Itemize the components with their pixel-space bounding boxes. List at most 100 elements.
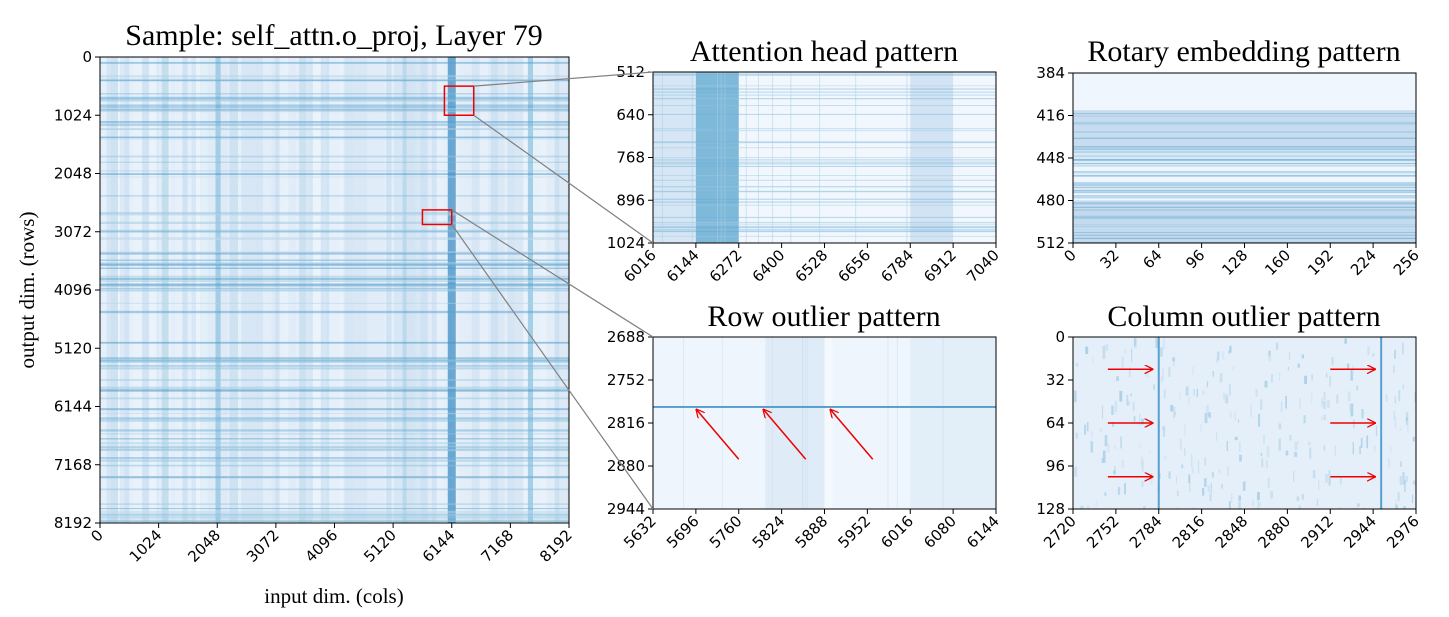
panel-rotary: Rotary embedding pattern 0 32 64 96 128 160 19…	[1036, 35, 1422, 279]
attention-row-line	[653, 224, 996, 226]
column-outlier-speckle	[1185, 386, 1189, 396]
column-outlier-speckle	[1176, 507, 1179, 509]
column-outlier-speckle	[1293, 471, 1295, 482]
rotary-row-line	[1073, 131, 1416, 133]
column-outlier-yticks: 0 32 64 96 128	[1036, 328, 1073, 518]
column-outlier-speckle	[1399, 475, 1402, 485]
column-outlier-speckle	[1150, 473, 1153, 485]
column-outlier-speckle	[1278, 438, 1281, 451]
column-outlier-speckle	[1321, 416, 1323, 421]
column-outlier-speckle	[1160, 347, 1163, 357]
rotary-row-line	[1073, 138, 1416, 140]
main-row-stripe	[100, 278, 569, 280]
attention-xtick-label: 6016	[620, 246, 660, 286]
column-outlier-speckle	[1250, 404, 1253, 417]
column-outlier-speckle	[1121, 459, 1125, 469]
column-outlier-speckle	[1191, 454, 1193, 468]
column-outlier-speckle	[1404, 480, 1406, 492]
column-outlier-speckle	[1287, 366, 1290, 371]
panel-row-outlier: Row outlier pattern 5632 5696 5760 5824 5888…	[607, 300, 1003, 552]
column-outlier-xtick-label: 2912	[1297, 512, 1337, 552]
attention-column-line	[661, 72, 663, 243]
column-outlier-arrows	[1107, 369, 1376, 477]
column-outlier-speckle	[1375, 478, 1377, 482]
column-outlier-speckle	[1126, 395, 1129, 406]
main-row-stripe	[100, 310, 569, 314]
attention-xtick-label: 6400	[749, 246, 789, 286]
main-row-stripe	[100, 100, 569, 102]
attention-column-line	[772, 72, 774, 243]
row-outlier-title: Row outlier pattern	[707, 300, 940, 333]
attention-row-line	[653, 222, 996, 224]
column-outlier-ytick-label: 64	[1046, 414, 1065, 432]
column-outlier-speckle	[1352, 365, 1354, 376]
main-row-stripe	[100, 289, 569, 292]
main-row-stripe	[100, 252, 569, 255]
column-outlier-speckle	[1189, 482, 1191, 492]
column-outlier-speckle	[1395, 504, 1399, 509]
column-outlier-speckle	[1116, 376, 1119, 381]
main-row-stripe	[100, 387, 569, 390]
attention-row-line	[653, 72, 996, 74]
main-row-stripe	[100, 251, 569, 254]
column-outlier-speckle	[1312, 469, 1316, 479]
column-outlier-speckle	[1192, 366, 1194, 375]
row-outlier-xtick-label: 6144	[963, 512, 1003, 552]
column-outlier-speckle	[1337, 472, 1339, 476]
column-outlier-speckle	[1360, 437, 1363, 448]
attention-row-line	[653, 186, 996, 188]
main-xtick-label: 2048	[184, 526, 224, 566]
column-outlier-speckle	[1301, 493, 1305, 500]
attention-xtick-label: 6272	[706, 246, 746, 286]
column-outlier-speckle	[1403, 506, 1406, 509]
column-outlier-speckle	[1173, 356, 1175, 367]
column-outlier-xtick-label: 2752	[1083, 512, 1123, 552]
column-outlier-speckle	[1398, 390, 1401, 402]
row-outlier-ytick-label: 2880	[607, 457, 645, 475]
row-outlier-column-line	[801, 337, 803, 509]
column-outlier-speckle	[1414, 391, 1416, 403]
zoom-boxes	[421, 85, 475, 226]
column-outlier-speckle	[1372, 353, 1375, 357]
main-row-stripe	[100, 267, 569, 269]
attention-row-line	[653, 141, 996, 143]
column-outlier-speckle	[1168, 471, 1171, 479]
column-outlier-ytick-label: 0	[1055, 328, 1065, 346]
column-outlier-speckle	[1141, 481, 1144, 488]
row-outlier-arrows	[696, 409, 874, 460]
main-row-stripe	[100, 93, 569, 95]
rotary-row-line	[1073, 137, 1416, 139]
attention-column-line	[716, 72, 718, 243]
attention-column-line	[855, 72, 857, 243]
column-outlier-speckle	[1228, 350, 1231, 354]
column-outlier-speckle	[1230, 493, 1233, 503]
column-outlier-speckle	[1226, 466, 1229, 476]
column-outlier-speckle	[1334, 445, 1336, 457]
main-xtick-label: 4096	[302, 526, 342, 566]
attention-row-line	[653, 73, 996, 75]
main-ytick-label: 5120	[54, 339, 92, 357]
column-outlier-speckle	[1232, 366, 1235, 371]
attention-row-line	[653, 198, 996, 200]
column-outlier-speckle	[1328, 469, 1331, 475]
column-outlier-speckle	[1394, 416, 1397, 429]
column-outlier-speckle	[1183, 508, 1187, 509]
column-outlier-speckle	[1307, 441, 1311, 446]
row-outlier-ytick-label: 2688	[607, 328, 645, 346]
column-outlier-speckle	[1361, 409, 1364, 419]
column-outlier-speckle	[1210, 482, 1213, 493]
column-outlier-speckle	[1202, 390, 1205, 395]
column-outlier-speckle	[1353, 419, 1355, 429]
main-xlabel: input dim. (cols)	[264, 584, 403, 608]
column-outlier-speckle	[1412, 480, 1416, 485]
column-outlier-speckle	[1350, 403, 1354, 417]
rotary-row-line	[1073, 150, 1416, 152]
column-outlier-speckle	[1118, 486, 1120, 495]
main-row-stripe	[100, 128, 569, 131]
column-outlier-speckle	[1258, 413, 1261, 427]
rotary-yticks: 384 416 448 480 512	[1036, 64, 1073, 252]
column-outlier-speckle	[1121, 356, 1125, 370]
rotary-ytick-label: 384	[1036, 64, 1065, 82]
row-outlier-xtick-label: 5760	[706, 512, 746, 552]
attention-head-band	[653, 72, 696, 243]
